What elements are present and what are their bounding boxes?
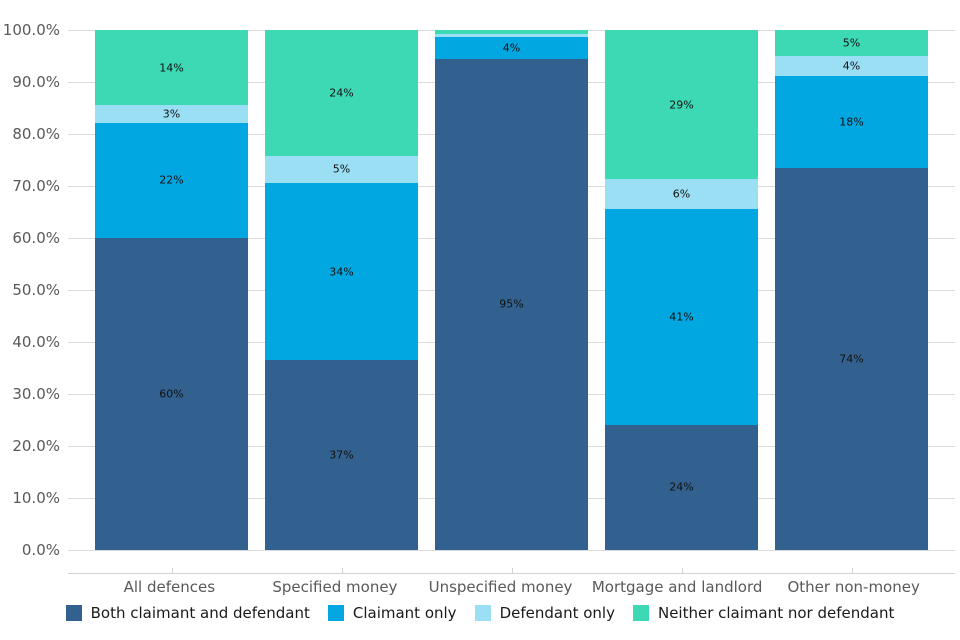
gridline-0 [68,549,955,551]
segment-claimant-only: 4% [435,36,588,59]
x-axis-label-specified-money: Specified money [272,578,398,596]
x-axis-tick [681,568,683,573]
segment-value-label: 41% [669,310,694,324]
legend-swatch-icon [65,605,82,621]
legend-label: Both claimant and defendant [90,604,310,622]
legend-swatch-icon [474,605,491,621]
y-tick-label: 20.0% [12,437,60,455]
segment-value-label: 3% [162,107,181,121]
segment-claimant-only: 18% [775,76,928,169]
bars-container: 14% 3% 22% 60% 24% 5% 34% 37% 4% 95% 29% 6% 41% 24% 5%… [68,30,955,550]
legend-item-claimant-only: Claimant only [327,604,457,622]
segment-value-label: 6% [672,187,691,201]
segment-claimant-only: 41% [605,209,758,425]
y-tick-label: 90.0% [12,73,60,91]
segment-claimant-only: 22% [95,122,248,238]
x-axis-label-mortgage-and-landlord: Mortgage and landlord [591,578,763,596]
segment-both-claimant-and-defendant: 74% [775,168,928,550]
y-tick-label: 70.0% [12,177,60,195]
segment-both-claimant-and-defendant: 95% [435,58,588,550]
x-axis-tick [851,568,853,573]
segment-value-label: 24% [329,86,354,100]
segment-value-label: 14% [159,61,184,75]
y-tick-label: 50.0% [12,281,60,299]
y-tick-label: 80.0% [12,125,60,143]
segment-defendant-only: 3% [95,105,248,123]
x-axis-label-other-non-money: Other non-money [787,578,920,596]
segment-value-label: 5% [842,36,861,50]
bar-unspecified-money: 4% 95% [435,30,588,550]
segment-neither-claimant-nor-defendant: 29% [605,30,758,180]
legend-item-neither-claimant-nor-defendant: Neither claimant nor defendant [632,604,895,622]
segment-value-label: 24% [669,480,694,494]
segment-defendant-only: 4% [775,56,928,77]
segment-defendant-only: 5% [265,155,418,183]
legend-item-both-claimant-and-defendant: Both claimant and defendant [65,604,310,622]
segment-value-label: 29% [669,98,694,112]
segment-both-claimant-and-defendant: 37% [265,360,418,550]
segment-neither-claimant-nor-defendant: 14% [95,30,248,106]
segment-neither-claimant-nor-defendant: 24% [265,30,418,156]
x-axis-line [68,573,955,574]
segment-neither-claimant-nor-defendant [435,30,588,34]
x-axis-tick [511,568,513,573]
x-axis-labels: All defences Specified money Unspecified m… [68,578,955,596]
bar-specified-money: 24% 5% 34% 37% [265,30,418,550]
x-axis-label-unspecified-money: Unspecified money [428,578,573,596]
segment-value-label: 95% [499,297,524,311]
bar-mortgage-and-landlord: 29% 6% 41% 24% [605,30,758,550]
bar-other-non-money: 5% 4% 18% 74% [775,30,928,550]
segment-value-label: 34% [329,265,354,279]
x-axis-tick [171,568,173,573]
legend-label: Neither claimant nor defendant [657,604,895,622]
x-axis-label-all-defences: All defences [123,578,216,596]
legend-swatch-icon [632,605,649,621]
legend-label: Claimant only [352,604,457,622]
legend-swatch-icon [327,605,344,621]
plot-area: 0.0% 10.0% 20.0% 30.0% 40.0% 50.0% 60.0% 70.0% 8… [3,21,955,596]
legend-item-defendant-only: Defendant only [474,604,615,622]
x-axis-tick [341,568,343,573]
bar-all-defences: 14% 3% 22% 60% [95,30,248,550]
y-tick-label: 60.0% [12,229,60,247]
segment-neither-claimant-nor-defendant: 5% [775,30,928,56]
y-tick-label: 30.0% [12,385,60,403]
legend-label: Defendant only [499,604,615,622]
segment-value-label: 74% [839,352,864,366]
segment-defendant-only [435,33,588,37]
segment-value-label: 4% [842,59,861,73]
segment-claimant-only: 34% [265,182,418,361]
y-axis-tick-labels: 0.0% 10.0% 20.0% 30.0% 40.0% 50.0% 60.0% 70.0% 8… [0,21,68,559]
segment-both-claimant-and-defendant: 60% [95,237,248,550]
segment-value-label: 5% [332,162,351,176]
segment-value-label: 37% [329,448,354,462]
y-tick-label: 40.0% [12,333,60,351]
legend: Both claimant and defendant Claimant only… [0,604,960,622]
y-tick-label: 0.0% [21,541,60,559]
segment-both-claimant-and-defendant: 24% [605,424,758,550]
segment-value-label: 60% [159,387,184,401]
segment-value-label: 22% [159,173,184,187]
segment-value-label: 18% [839,115,864,129]
segment-value-label: 4% [502,41,521,55]
segment-defendant-only: 6% [605,179,758,210]
y-tick-label: 10.0% [12,489,60,507]
y-tick-label: 100.0% [2,21,60,39]
